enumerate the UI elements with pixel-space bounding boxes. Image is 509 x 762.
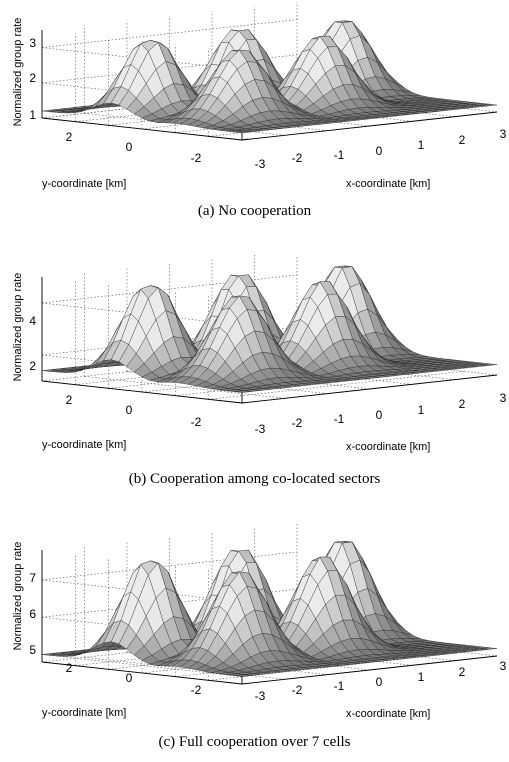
xlabel: x-coordinate [km]: [346, 441, 430, 453]
xtick: 1: [418, 670, 425, 684]
ylabel: y-coordinate [km]: [42, 439, 126, 451]
ylabel: y-coordinate [km]: [42, 707, 126, 719]
ztick: 4: [29, 314, 36, 328]
panel-b: Normalized group rate 2 4 2 0 -2 -3 -2 -…: [0, 255, 509, 505]
xtick: -1: [334, 148, 345, 162]
caption-c: (c) Full cooperation over 7 cells: [158, 734, 351, 750]
xtick: 2: [459, 665, 466, 679]
ztick: 2: [29, 359, 36, 373]
ztick: 6: [29, 607, 36, 621]
xtick: -2: [292, 151, 303, 165]
ytick: -2: [191, 151, 202, 165]
xtick: 0: [376, 144, 383, 158]
zlabel: Normalized group rate: [12, 273, 24, 382]
surface-mesh: [41, 20, 498, 134]
surface-mesh: [41, 540, 498, 677]
surface-mesh: [41, 265, 498, 393]
ytick: 0: [126, 671, 133, 685]
surface-patch: [479, 103, 498, 107]
plot-body: [41, 2, 498, 141]
caption-b: (b) Cooperation among co-located sectors: [128, 471, 381, 487]
xtick: 3: [500, 659, 507, 673]
zlabel: Normalized group rate: [12, 18, 24, 127]
xtick: -2: [292, 416, 303, 430]
plot-body: [41, 255, 498, 404]
axis-line: [241, 374, 498, 404]
zlabel: Normalized group rate: [12, 542, 24, 651]
grid-line: [208, 371, 464, 400]
axis-line: [241, 655, 498, 685]
xtick: -3: [255, 157, 266, 171]
xtick: 0: [376, 675, 383, 689]
ytick: -2: [191, 683, 202, 697]
panel-a: Normalized group rate 1 2 3 2 0 -2 -3 -2…: [0, 0, 509, 250]
ztick: 2: [29, 71, 36, 85]
ytick: 0: [126, 403, 133, 417]
xtick: -1: [334, 679, 345, 693]
surface-plot-a: Normalized group rate 1 2 3 2 0 -2 -3 -2…: [12, 2, 507, 190]
ytick: 2: [66, 661, 73, 675]
ztick: 3: [29, 36, 36, 50]
axis-line: [41, 117, 243, 141]
axis-line: [41, 661, 243, 685]
xtick: -2: [292, 683, 303, 697]
surface-plot-b: Normalized group rate 2 4 2 0 -2 -3 -2 -…: [12, 255, 507, 453]
xtick: 1: [418, 403, 425, 417]
xtick: -3: [255, 422, 266, 436]
ytick: -2: [191, 415, 202, 429]
xtick: 3: [500, 391, 507, 405]
surface-patch: [479, 647, 498, 650]
surface-patch: [479, 363, 498, 366]
axis-line: [41, 380, 243, 404]
ytick: 2: [66, 130, 73, 144]
ylabel: y-coordinate [km]: [42, 178, 126, 190]
surface-plot-c: Normalized group rate 5 6 7 2 0 -2 -3 -2…: [12, 522, 507, 720]
xtick: 2: [459, 397, 466, 411]
ztick: 7: [29, 571, 36, 585]
xtick: 1: [418, 138, 425, 152]
xlabel: x-coordinate [km]: [346, 178, 430, 190]
plot-body: [41, 522, 498, 685]
xtick: 2: [459, 133, 466, 147]
xtick: -3: [255, 689, 266, 703]
ztick: 1: [29, 108, 36, 122]
axis-line: [241, 111, 498, 141]
caption-a: (a) No cooperation: [197, 203, 312, 219]
ztick: 5: [29, 643, 36, 657]
xtick: 3: [500, 127, 507, 141]
ytick: 2: [66, 393, 73, 407]
xlabel: x-coordinate [km]: [346, 708, 430, 720]
xtick: 0: [376, 408, 383, 422]
panel-c: Normalized group rate 5 6 7 2 0 -2 -3 -2…: [0, 510, 509, 762]
xtick: -1: [334, 412, 345, 426]
ytick: 0: [126, 140, 133, 154]
grid-line: [41, 551, 298, 581]
